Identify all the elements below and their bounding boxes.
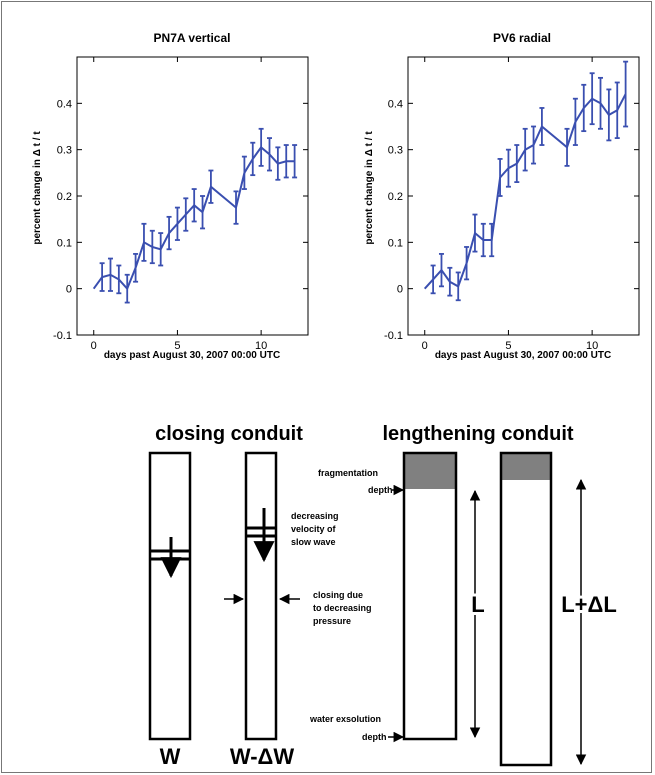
- plot-area: [76, 56, 309, 336]
- y-tick-label: 0.1: [57, 237, 72, 249]
- x-tick-label: 5: [505, 340, 511, 352]
- note-fragmentation-2: depth: [368, 485, 393, 495]
- conduit-l-plus-dl: [499, 451, 553, 767]
- conduit-w-minus-dw: [244, 451, 278, 741]
- y-tick-label: -0.1: [384, 330, 403, 342]
- fragmentation-zone: [404, 453, 456, 489]
- y-tick-label: 0.2: [388, 191, 403, 203]
- note-water-2: depth: [362, 732, 387, 742]
- chart-title: PN7A vertical: [154, 31, 231, 45]
- x-tick-label: 5: [174, 340, 180, 352]
- plot-area: [407, 56, 640, 336]
- note-fragmentation-1: fragmentation: [318, 468, 378, 478]
- conduit-w: [148, 451, 192, 741]
- label-l-plus-dl-halo: L+ΔL: [561, 592, 617, 617]
- note-closing-1: closing due: [313, 590, 363, 600]
- y-tick-label: 0.3: [57, 145, 72, 157]
- label-w-minus-dw: W-ΔW: [230, 744, 294, 769]
- y-tick-label: -0.1: [53, 330, 72, 342]
- closing-conduit-title: closing conduit: [155, 423, 303, 445]
- x-tick-label: 10: [586, 340, 598, 352]
- chart-title: PV6 radial: [493, 31, 551, 45]
- conduit-diagram: closing conduit lengthening conduit W W-…: [148, 423, 620, 769]
- y-tick-label: 0.2: [57, 191, 72, 203]
- x-axis-label: days past August 30, 2007 00:00 UTC: [104, 350, 280, 361]
- note-decreasing-3: slow wave: [291, 537, 336, 547]
- note-decreasing-1: decreasing: [291, 511, 339, 521]
- y-tick-label: 0: [397, 284, 403, 296]
- label-l-halo: L: [471, 592, 484, 617]
- y-axis-label: percent change in Δ t / t: [364, 131, 375, 245]
- note-water-1: water exsolution: [309, 714, 381, 724]
- chart-pv6-radial: PV6 radial percent change in Δ t / t day…: [364, 31, 640, 361]
- y-tick-label: 0.1: [388, 237, 403, 249]
- y-tick-label: 0.3: [388, 145, 403, 157]
- y-axis-label: percent change in Δ t / t: [32, 131, 43, 245]
- x-axis-label: days past August 30, 2007 00:00 UTC: [435, 350, 611, 361]
- label-w: W: [160, 744, 181, 769]
- lengthening-conduit-title: lengthening conduit: [382, 423, 573, 445]
- conduit-l: [402, 451, 458, 741]
- label-l-plus-dl: L+ΔL: [561, 592, 617, 617]
- x-tick-label: 0: [91, 340, 97, 352]
- fragmentation-zone: [501, 453, 551, 480]
- x-tick-label: 10: [255, 340, 267, 352]
- label-l: L: [471, 592, 484, 617]
- note-decreasing-2: velocity of: [291, 524, 337, 534]
- y-tick-label: 0.4: [388, 98, 403, 110]
- y-tick-label: 0.4: [57, 98, 72, 110]
- x-tick-label: 0: [422, 340, 428, 352]
- chart-pn7a-vertical: PN7A vertical percent change in Δ t / t …: [32, 31, 309, 361]
- series-line: [423, 93, 627, 290]
- note-closing-2: to decreasing: [313, 603, 372, 613]
- note-closing-3: pressure: [313, 616, 351, 626]
- y-tick-label: 0: [66, 284, 72, 296]
